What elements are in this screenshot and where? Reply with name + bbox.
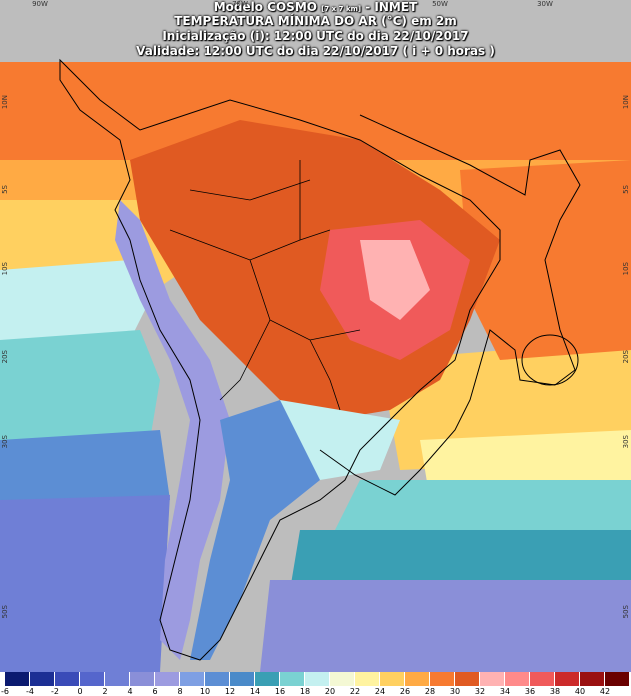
colorbar-tick-label: 14 [249,687,261,696]
institute-name: - INMET [365,0,418,14]
title-variable: TEMPERATURA MÍNIMA DO AR (°C) em 2m [174,14,457,28]
colorbar-tick-label: -2 [51,687,59,696]
colorbar-swatch [280,672,305,686]
colorbar-tick-label: 10 [199,687,211,696]
colorbar: -6 -4 -2 0 2 4 6 8 10 12 14 16 18 20 22 24 26 28 30 32 34 36 3… [0,672,631,696]
colorbar-swatch [230,672,255,686]
field-pacific-cold [0,330,160,450]
colorbar-tick-label: 28 [424,687,436,696]
colorbar-swatch [155,672,180,686]
field-andes [115,200,230,660]
lat-label: 10S [622,262,630,276]
colorbar-tick-label: 22 [349,687,361,696]
unmodeled-area [0,0,631,62]
colorbar-tick-label: 16 [274,687,286,696]
colorbar-tick-label: -6 [1,687,9,696]
lat-label: 5S [1,185,9,194]
colorbar-swatch [530,672,555,686]
colorbar-swatch [180,672,205,686]
colorbar-swatch [480,672,505,686]
colorbar-tick-label: 38 [549,687,561,696]
colorbar-tick-label: 24 [374,687,386,696]
field-southern-brazil [280,400,400,480]
colorbar-tick-label: -4 [26,687,34,696]
field-atlantic-colder [260,580,631,672]
lat-label: 20S [1,350,9,364]
title-init: Inicialização (i): 12:00 UTC do dia 22/1… [162,29,469,43]
lat-label: 10S [1,262,9,276]
colorbar-swatch [305,672,330,686]
colorbar-tick-label: 6 [152,687,158,696]
colorbar-tick-label: 42 [599,687,611,696]
region-outline-island [521,334,579,386]
colorbar-tick-label: 40 [574,687,586,696]
model-resolution: [7 x 7 km] [321,5,362,13]
colorbar-swatch [255,672,280,686]
lon-label: 70W [232,0,248,8]
lat-label: 10N [622,95,630,110]
colorbar-tick-label: 36 [524,687,536,696]
colorbar-tick-label: 34 [499,687,511,696]
lat-label: 30S [1,435,9,449]
coastline [59,58,501,661]
field-brazil-core [360,240,430,320]
colorbar-swatches [5,672,630,686]
field-atlantic-cool [330,480,631,540]
colorbar-tick-label: 18 [299,687,311,696]
lat-label: 50S [622,605,630,619]
colorbar-swatch [430,672,455,686]
colorbar-tick-label: 0 [77,687,83,696]
colorbar-tick-label: 32 [474,687,486,696]
colorbar-swatch [130,672,155,686]
colorbar-swatch [30,672,55,686]
colorbar-swatch [380,672,405,686]
lat-label: 5S [622,185,630,194]
colorbar-tick-label: 4 [127,687,133,696]
colorbar-swatch [55,672,80,686]
colorbar-swatch [505,672,530,686]
colorbar-swatch [405,672,430,686]
title-valid: Validade: 12:00 UTC do dia 22/10/2017 ( … [136,44,495,58]
colorbar-swatch [555,672,580,686]
lat-label: 30S [622,435,630,449]
colorbar-swatch [5,672,30,686]
lat-label: 50S [1,605,9,619]
lon-label: 50W [432,0,448,8]
colorbar-swatch [80,672,105,686]
map-canvas [0,0,631,672]
country-borders [169,160,361,411]
colorbar-swatch [330,672,355,686]
colorbar-tick-label: 26 [399,687,411,696]
colorbar-tick-label: 12 [224,687,236,696]
colorbar-swatch [205,672,230,686]
title-model: Modelo COSMO [7 x 7 km] - INMET [0,0,631,17]
colorbar-swatch [580,672,605,686]
lat-label: 20S [622,350,630,364]
colorbar-ticks: -6 -4 -2 0 2 4 6 8 10 12 14 16 18 20 22 24 26 28 30 32 34 36 3… [0,686,631,696]
colorbar-tick-label: 2 [102,687,108,696]
colorbar-tick-label: 20 [324,687,336,696]
colorbar-swatch [355,672,380,686]
colorbar-swatch [455,672,480,686]
region-outline [319,114,581,496]
colorbar-swatch [605,672,630,686]
temperature-map: Modelo COSMO [7 x 7 km] - INMET TEMPERAT… [0,0,631,672]
field-pacific-cool [0,260,150,350]
field-argentina [190,400,330,660]
lat-label: 10N [1,95,9,110]
lon-label: 30W [537,0,553,8]
lon-label: 90W [32,0,48,8]
field-pacific-colder [0,430,170,510]
field-pacific-coldest [0,495,170,672]
colorbar-tick-label: 8 [177,687,183,696]
colorbar-swatch [105,672,130,686]
field-atlantic-cold [290,530,631,590]
model-name: Modelo COSMO [213,0,317,14]
colorbar-tick-label: 30 [449,687,461,696]
